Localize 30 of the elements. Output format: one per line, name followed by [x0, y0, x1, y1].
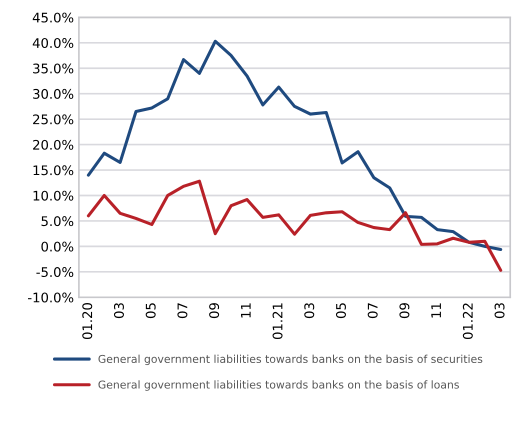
y-tick-label: 15.0% — [34, 165, 74, 176]
x-tick-label: 03 — [494, 303, 505, 318]
line-series — [86, 40, 502, 251]
x-tick-label: 07 — [177, 303, 188, 318]
y-tick-label: -5.0% — [36, 267, 74, 278]
x-tick-label: 05 — [146, 303, 156, 318]
y-tick-label: 10.0% — [34, 190, 74, 201]
legend-label: General government liabilities towards banks on the basis of securities — [98, 354, 482, 366]
x-tick-label: 09 — [209, 303, 220, 318]
y-tick-label: 45.0% — [32, 12, 74, 23]
x-tick-label: 07 — [368, 303, 378, 318]
y-tick-label: 40.0% — [32, 38, 74, 48]
y-tick-label: 20.0% — [33, 140, 74, 150]
x-tick-label: 03 — [304, 303, 314, 318]
y-tick-label: 0.0% — [41, 242, 74, 252]
legend-label: General government liabilities towards banks on the basis of loans — [98, 380, 459, 391]
x-tick-label: 05 — [336, 303, 346, 318]
y-tick-label: 25.0% — [33, 114, 74, 124]
line-series — [86, 180, 502, 272]
y-tick-label: 5.0% — [42, 216, 74, 226]
x-tick-label: 01.20 — [82, 303, 92, 340]
x-tick-label: 01.21 — [272, 303, 283, 340]
x-tick-label: 11 — [431, 303, 441, 318]
x-tick-label: 03 — [114, 303, 124, 318]
x-tick-label: 01.22 — [462, 303, 473, 340]
y-tick-label: 35.0% — [33, 63, 74, 74]
x-tick-label: 09 — [399, 303, 410, 318]
x-tick-label: 11 — [241, 303, 251, 318]
y-tick-label: 30.0% — [33, 88, 74, 99]
y-tick-label: -10.0% — [28, 292, 74, 302]
